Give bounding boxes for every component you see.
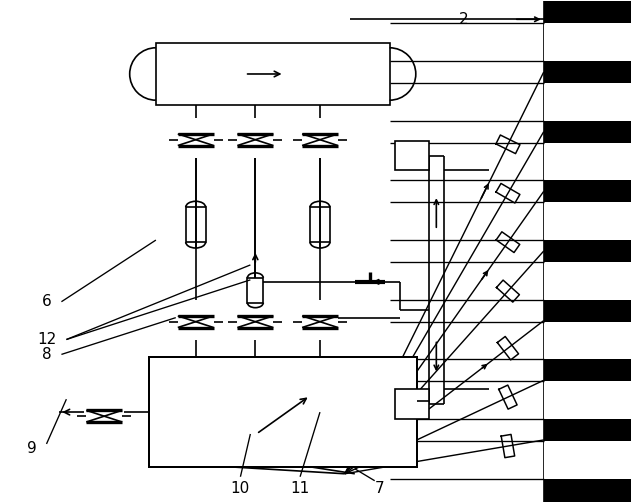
Bar (544, 83, 631, 121)
Bar (544, 143, 631, 181)
Text: 8: 8 (42, 347, 51, 362)
Bar (394, 141, 429, 171)
Bar (544, 441, 631, 479)
Bar (544, 23, 631, 61)
Text: 2: 2 (460, 12, 469, 27)
Bar (544, 202, 631, 240)
Text: 10: 10 (231, 481, 250, 496)
Text: 6: 6 (42, 294, 51, 309)
Bar (310, 207, 330, 242)
Bar (544, 321, 631, 360)
Bar (156, 43, 389, 105)
Text: 11: 11 (291, 481, 310, 496)
Text: 12: 12 (37, 332, 56, 347)
Bar (394, 389, 429, 419)
Text: 7: 7 (375, 481, 384, 496)
Bar (544, 381, 631, 419)
Bar (149, 358, 417, 467)
Text: 9: 9 (27, 442, 37, 456)
Bar (248, 278, 263, 303)
Bar (544, 2, 631, 501)
Bar (185, 207, 206, 242)
Bar (544, 262, 631, 300)
